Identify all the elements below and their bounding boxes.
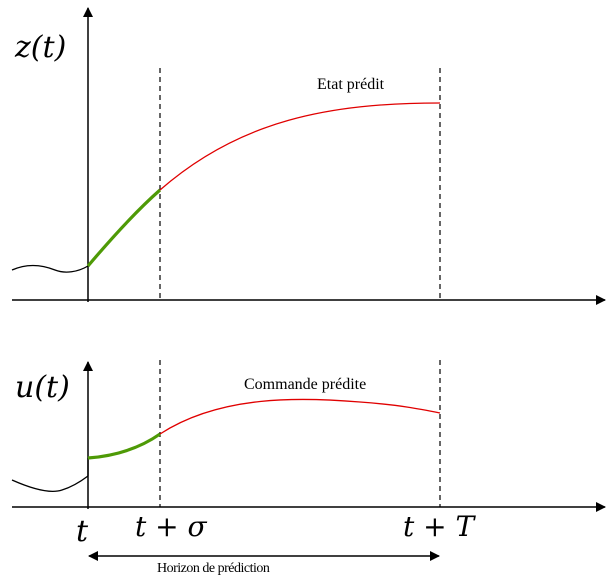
bottom-applied-curve xyxy=(87,432,161,460)
bottom-axis-label: u(t) xyxy=(15,370,70,405)
horizon-label: Horizon de prédiction xyxy=(157,561,270,575)
top-axis-label: z(t) xyxy=(14,30,66,65)
top-curve-label: Etat prédit xyxy=(317,76,385,93)
bottom-predicted-curve xyxy=(159,398,441,435)
bottom-curve-label: Commande prédite xyxy=(244,376,366,393)
bottom-past-curve xyxy=(11,475,89,492)
top-applied-curve xyxy=(86,188,162,268)
tick-t-sigma: t + σ xyxy=(135,510,208,543)
prediction-horizon: Horizon de prédiction xyxy=(88,551,440,575)
top-predicted-curve xyxy=(159,102,441,191)
tick-t: t xyxy=(76,514,89,549)
tick-t-T: t + T xyxy=(403,510,477,543)
bottom-plot: u(t) Commande prédite xyxy=(11,360,606,512)
top-plot: z(t) Etat prédit xyxy=(11,7,606,305)
top-past-curve xyxy=(11,264,89,273)
time-ticks: t t + σ t + T xyxy=(76,510,477,549)
